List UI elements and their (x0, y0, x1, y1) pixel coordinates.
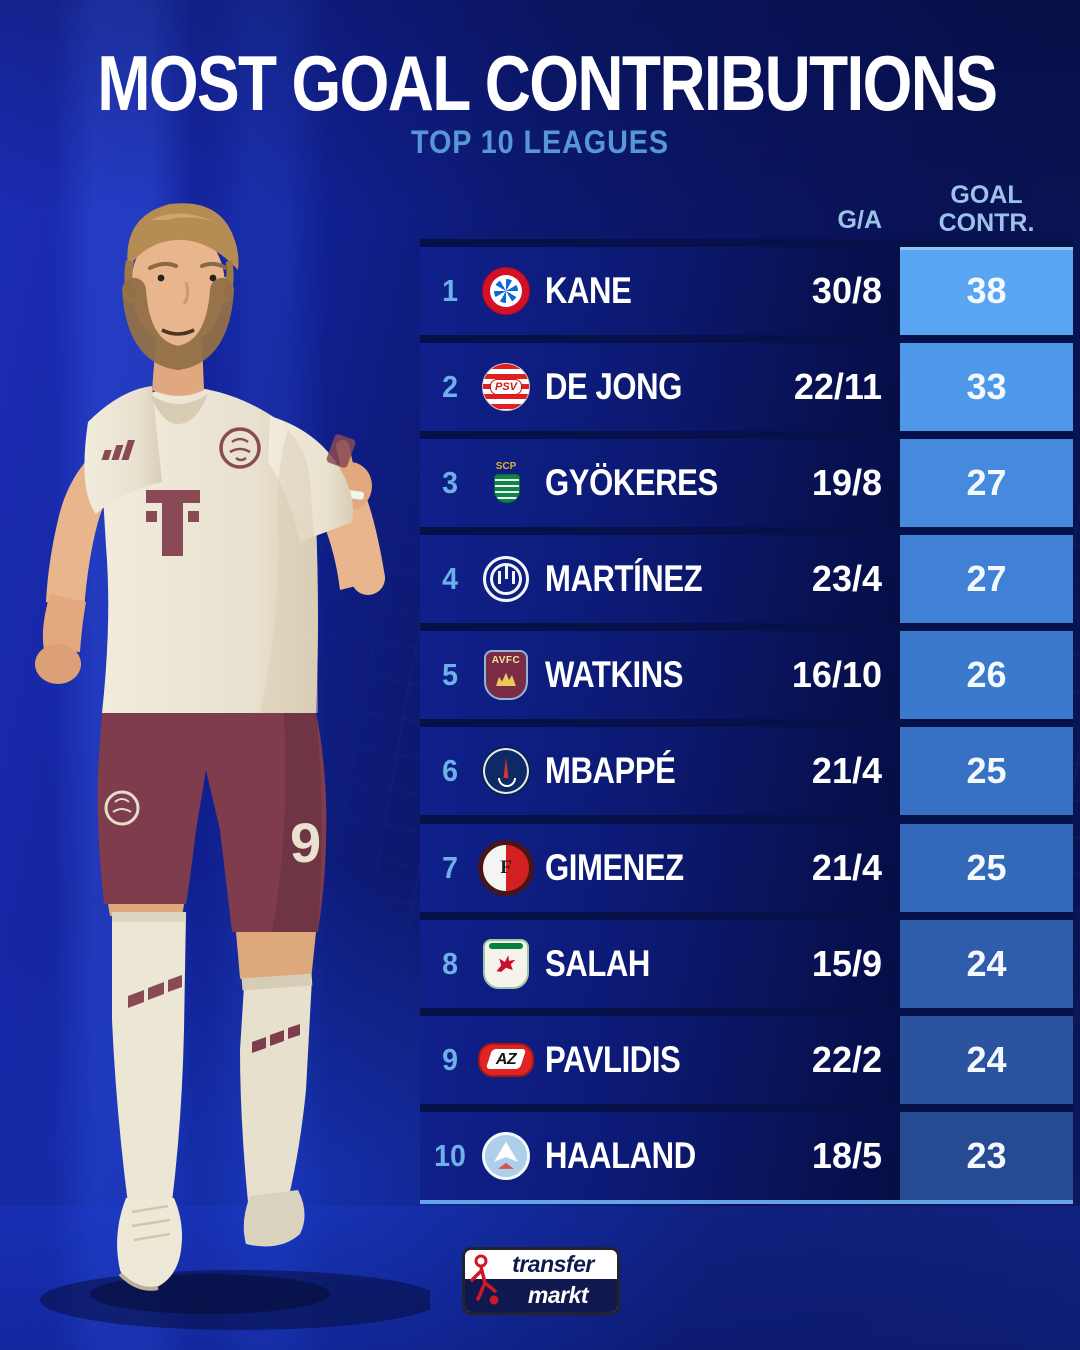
rank: 5 (442, 657, 458, 693)
column-header-ga: G/A (837, 206, 882, 234)
goal-contr-value: 24 (900, 1015, 1073, 1104)
club-badge-inter-icon (483, 556, 529, 603)
transfermarkt-logo: transfer markt (462, 1247, 620, 1315)
club-badge-liverpool-icon (483, 938, 529, 989)
club-badge-bayern-munich-icon (482, 267, 530, 315)
rank: 7 (442, 849, 458, 885)
table-row: 1 KANE 30/8 38 (420, 247, 1073, 335)
club-badge-sporting-cp-icon: SCP (483, 460, 529, 506)
page-title: MOST GOAL CONTRIBUTIONS (97, 39, 998, 127)
goal-contr-value: 25 (900, 727, 1073, 816)
club-badge-label: AZ (495, 1050, 517, 1068)
goal-contr-value: 27 (900, 439, 1073, 528)
ga-value: 21/4 (811, 846, 882, 888)
table-row: 9 AZ PAVLIDIS 22/2 24 (420, 1015, 1073, 1104)
player-name: SALAH (545, 942, 650, 984)
adidas-logo (101, 440, 135, 460)
telekom-t-logo (146, 490, 200, 556)
club-badge-manchester-city-icon (482, 1131, 530, 1180)
goal-contr-value: 38 (900, 247, 1073, 335)
club-badge-label: SCP (495, 461, 517, 473)
player-name: HAALAND (545, 1134, 696, 1176)
table-row: 6 MBAPPÉ 21/4 25 (420, 727, 1073, 816)
rank: 6 (442, 753, 458, 789)
club-badge-psv-icon: PSV (482, 363, 530, 412)
table-row: 10 HAALAND 18/5 23 (420, 1111, 1073, 1200)
ga-value: 19/8 (811, 462, 882, 504)
table-row: 3 SCP GYÖKERES 19/8 27 (420, 439, 1073, 528)
club-badge-psg-icon (481, 746, 531, 797)
player-name: GIMENEZ (545, 846, 684, 888)
ga-value: 15/9 (811, 942, 882, 984)
goal-contr-value: 25 (900, 823, 1073, 912)
goal-contr-value: 24 (900, 919, 1073, 1008)
table-row: 2 PSV DE JONG 22/11 33 (420, 343, 1073, 432)
rank: 1 (442, 273, 458, 308)
ga-value: 22/11 (793, 366, 882, 408)
club-badge-label: AVFC (491, 655, 521, 667)
player-name: WATKINS (545, 654, 684, 696)
goal-contr-value: 33 (900, 343, 1073, 432)
player-name: KANE (545, 270, 632, 311)
goal-contr-value: 23 (900, 1111, 1073, 1200)
goal-contr-value: 27 (900, 535, 1073, 624)
shorts-number: 9 (290, 811, 321, 874)
ga-value: 16/10 (791, 654, 882, 696)
ga-value: 30/8 (811, 270, 882, 311)
rank: 3 (442, 465, 458, 501)
player-name: PAVLIDIS (545, 1038, 681, 1080)
goal-contr-value: 26 (900, 631, 1073, 720)
rank: 8 (442, 945, 458, 981)
column-header-goal-contr: GOAL CONTR. (938, 181, 1035, 237)
rank: 9 (442, 1041, 458, 1077)
page-subtitle: TOP 10 LEAGUES (410, 124, 670, 160)
table-row: 5 AVFC WATKINS 16/10 26 (420, 631, 1073, 720)
club-badge-az-alkmaar-icon: AZ (478, 1042, 534, 1077)
club-badge-label: PSV (489, 379, 522, 396)
table-row: 7 F GIMENEZ 21/4 25 (420, 823, 1073, 912)
ranking-table: 1 KANE 30/8 38 2 PSV DE JONG 22/11 33 3 … (420, 239, 1073, 1200)
transfermarkt-kicker-icon (470, 1254, 499, 1305)
table-row: 4 MARTÍNEZ 23/4 27 (420, 535, 1073, 624)
table-header: G/A GOAL CONTR. (420, 180, 1073, 239)
rank: 2 (442, 369, 458, 405)
player-name: DE JONG (545, 366, 682, 408)
club-badge-label: F (500, 856, 512, 878)
club-badge-aston-villa-icon: AVFC (484, 650, 528, 701)
table-row: 8 SALAH 15/9 24 (420, 919, 1073, 1008)
ga-value: 23/4 (811, 558, 882, 600)
rank: 10 (434, 1137, 466, 1173)
table-bottom-rule (420, 1200, 1073, 1204)
player-name: MARTÍNEZ (545, 558, 703, 600)
player-name: MBAPPÉ (545, 750, 676, 792)
player-photo: 9 (35, 203, 430, 1330)
bayern-crest (219, 427, 261, 469)
rank: 4 (442, 561, 458, 597)
club-badge-feyenoord-icon: F (478, 839, 534, 896)
ga-value: 22/2 (811, 1038, 882, 1080)
ga-value: 21/4 (811, 750, 882, 792)
ga-value: 18/5 (811, 1134, 882, 1176)
player-name: GYÖKERES (545, 462, 718, 504)
